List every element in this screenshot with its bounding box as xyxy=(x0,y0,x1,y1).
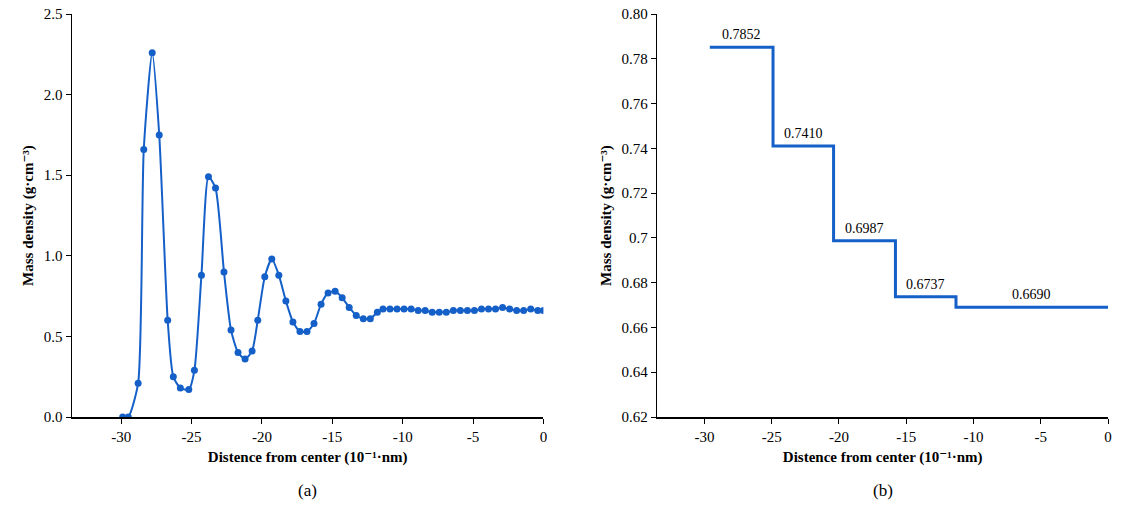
svg-text:(a): (a) xyxy=(298,481,317,500)
svg-text:0.6737: 0.6737 xyxy=(906,277,945,292)
svg-text:Distence from center (10⁻¹·nm): Distence from center (10⁻¹·nm) xyxy=(783,449,983,466)
svg-text:-5: -5 xyxy=(1034,429,1047,445)
svg-text:Mass density (g·cm⁻³): Mass density (g·cm⁻³) xyxy=(20,145,37,286)
svg-text:0.7410: 0.7410 xyxy=(784,126,823,141)
svg-text:-20: -20 xyxy=(829,429,849,445)
svg-text:-30: -30 xyxy=(111,429,131,445)
svg-text:0.62: 0.62 xyxy=(622,409,648,425)
svg-text:0.74: 0.74 xyxy=(622,141,649,157)
svg-text:(b): (b) xyxy=(873,481,893,500)
svg-text:1.0: 1.0 xyxy=(44,248,63,264)
svg-text:-15: -15 xyxy=(896,429,916,445)
svg-text:0.80: 0.80 xyxy=(622,6,648,22)
svg-text:0: 0 xyxy=(1104,429,1112,445)
svg-text:0.6987: 0.6987 xyxy=(845,221,884,236)
svg-text:0.7: 0.7 xyxy=(629,230,648,246)
svg-text:-25: -25 xyxy=(182,429,202,445)
svg-text:2.0: 2.0 xyxy=(44,87,63,103)
svg-text:0.66: 0.66 xyxy=(622,320,649,336)
svg-text:0.72: 0.72 xyxy=(622,185,648,201)
svg-text:0.64: 0.64 xyxy=(622,364,649,380)
svg-text:-30: -30 xyxy=(694,429,714,445)
svg-text:-10: -10 xyxy=(393,429,413,445)
svg-text:-25: -25 xyxy=(762,429,782,445)
svg-text:0.6690: 0.6690 xyxy=(1012,287,1051,302)
svg-text:-5: -5 xyxy=(467,429,480,445)
svg-text:Mass density (g·cm⁻³): Mass density (g·cm⁻³) xyxy=(598,145,615,286)
svg-text:0.76: 0.76 xyxy=(622,96,649,112)
svg-text:2.5: 2.5 xyxy=(44,6,63,22)
svg-text:0.5: 0.5 xyxy=(44,329,63,345)
svg-text:1.5: 1.5 xyxy=(44,167,63,183)
svg-text:0.78: 0.78 xyxy=(622,51,648,67)
svg-text:0: 0 xyxy=(540,429,548,445)
svg-text:0.68: 0.68 xyxy=(622,275,648,291)
svg-text:-10: -10 xyxy=(963,429,983,445)
svg-text:-20: -20 xyxy=(252,429,272,445)
svg-text:0.7852: 0.7852 xyxy=(722,27,761,42)
svg-text:-15: -15 xyxy=(322,429,342,445)
svg-text:Distence from center (10⁻¹·nm): Distence from center (10⁻¹·nm) xyxy=(208,449,408,466)
svg-text:0.0: 0.0 xyxy=(44,409,63,425)
